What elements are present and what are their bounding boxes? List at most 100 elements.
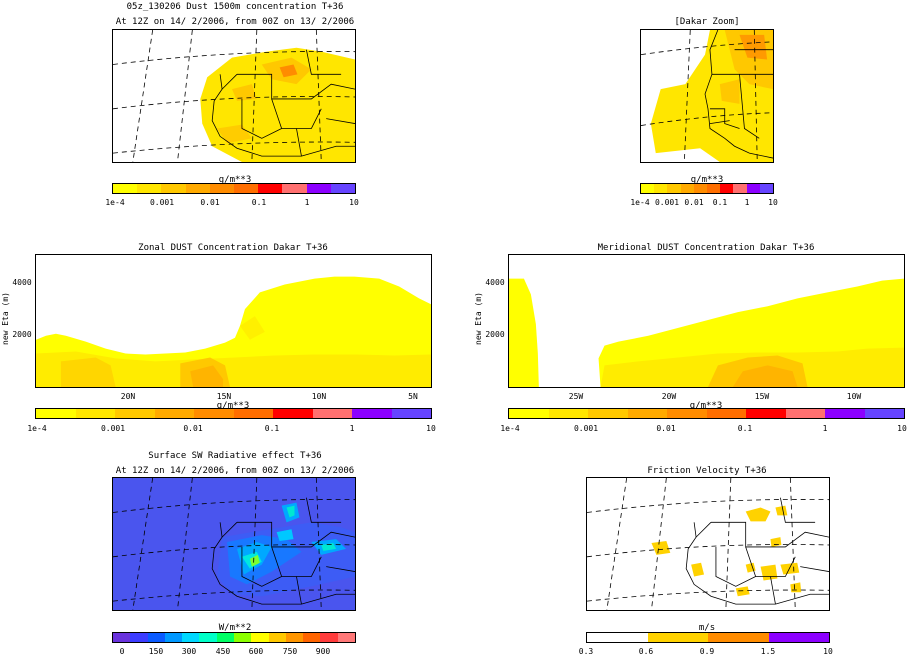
colorbar-segment — [233, 633, 252, 642]
colorbar-segment — [164, 633, 183, 642]
colorbar-segment — [36, 409, 76, 418]
graticule — [587, 478, 829, 610]
colorbar-segment — [199, 633, 217, 642]
panel1-subtitle: At 12Z on 14/ 2/2006, from 00Z on 13/ 2/… — [115, 17, 355, 27]
colorbar-segment — [352, 409, 392, 418]
country-borders — [685, 497, 829, 605]
colorbar-segment — [161, 184, 186, 193]
panel6-tick: 0.3 — [578, 647, 594, 656]
dust-high-region — [279, 64, 298, 78]
panel5-tick: 450 — [215, 647, 231, 656]
colorbar-segment — [707, 184, 721, 193]
panel5-colorbar — [112, 632, 356, 643]
panel2-title: [Dakar Zoom] — [674, 17, 740, 27]
panel1-tick: 1e-4 — [105, 198, 125, 207]
colorbar-segment — [693, 184, 708, 193]
panel4-cb-tick: 1e-4 — [500, 424, 520, 433]
panel1-tick: 10 — [349, 198, 359, 207]
panel4-ytick: 4000 — [485, 278, 505, 287]
panel3-cb-tick: 0.001 — [100, 424, 126, 433]
panel2-tick: 1e-4 — [630, 198, 650, 207]
panel5-tick: 750 — [282, 647, 298, 656]
colorbar-segment — [154, 409, 194, 418]
panel3-cb-tick: 0.01 — [183, 424, 203, 433]
panel1-tick: 0.01 — [200, 198, 220, 207]
colorbar-segment — [185, 184, 210, 193]
panel2-colorbar — [640, 183, 774, 194]
panel1-colorbar-label: g/m**3 — [218, 175, 252, 185]
colorbar-segment — [330, 184, 356, 193]
colorbar-segment — [768, 633, 799, 642]
panel5-tick: 150 — [148, 647, 164, 656]
panel1-tick: 0.001 — [149, 198, 175, 207]
panel3-cb-tick: 1 — [349, 424, 355, 433]
panel5-tick: 600 — [248, 647, 264, 656]
colorbar-segment — [667, 184, 681, 193]
panel3-xtick: 5N — [408, 392, 418, 401]
panel2-colorbar-label: g/m**3 — [690, 175, 724, 185]
colorbar-segment — [182, 633, 200, 642]
panel4-plot — [508, 254, 905, 388]
panel2-map — [640, 29, 774, 163]
panel3-ytick: 4000 — [12, 278, 32, 287]
colorbar-segment — [825, 409, 865, 418]
colorbar-segment — [641, 184, 655, 193]
colorbar-segment — [708, 633, 739, 642]
panel5-tick: 900 — [315, 647, 331, 656]
colorbar-segment — [306, 184, 331, 193]
colorbar-segment — [113, 184, 138, 193]
colorbar-segment — [759, 184, 774, 193]
panel4-colorbar — [508, 408, 905, 419]
panel4-xtick: 10W — [846, 392, 862, 401]
panel4-title: Meridional DUST Concentration Dakar T+36 — [597, 243, 815, 253]
colorbar-segment — [746, 409, 786, 418]
colorbar-segment — [130, 633, 148, 642]
colorbar-segment — [233, 409, 273, 418]
colorbar-segment — [216, 633, 234, 642]
colorbar-segment — [285, 633, 304, 642]
panel3-cb-tick: 10 — [426, 424, 436, 433]
colorbar-segment — [654, 184, 668, 193]
panel2-tick: 0.01 — [684, 198, 704, 207]
panel4-ytick: 2000 — [485, 330, 505, 339]
colorbar-segment — [548, 409, 588, 418]
colorbar-segment — [258, 184, 283, 193]
panel4-xtick: 15W — [754, 392, 770, 401]
colorbar-segment — [667, 409, 707, 418]
colorbar-segment — [337, 633, 355, 642]
colorbar-segment — [720, 184, 734, 193]
panel6-tick: 10 — [823, 647, 833, 656]
panel3-xtick: 20N — [120, 392, 136, 401]
panel3-plot — [35, 254, 432, 388]
panel3-colorbar-label: g/m**3 — [216, 401, 250, 411]
panel6-tick: 0.9 — [699, 647, 715, 656]
colorbar-segment — [864, 409, 904, 418]
colorbar-segment — [391, 409, 431, 418]
colorbar-segment — [312, 409, 352, 418]
panel1-colorbar — [112, 183, 356, 194]
colorbar-segment — [733, 184, 747, 193]
country-borders — [211, 497, 355, 605]
colorbar-segment — [798, 633, 829, 642]
panel4-cb-tick: 0.001 — [573, 424, 599, 433]
panel4-cb-tick: 0.01 — [656, 424, 676, 433]
colorbar-segment — [617, 633, 648, 642]
colorbar-segment — [320, 633, 338, 642]
colorbar-segment — [627, 409, 667, 418]
colorbar-segment — [251, 633, 269, 642]
ustar-patches — [651, 505, 802, 597]
panel2-tick: 0.001 — [654, 198, 680, 207]
panel5-subtitle: At 12Z on 14/ 2/2006, from 00Z on 13/ 2/… — [115, 466, 355, 476]
colorbar-segment — [738, 633, 769, 642]
panel1-tick: 0.1 — [251, 198, 267, 207]
graticule — [113, 478, 355, 610]
panel4-ylabel: new Eta (m) — [474, 292, 483, 345]
panel6-tick: 1.5 — [760, 647, 776, 656]
panel5-title: Surface SW Radiative effect T+36 — [148, 451, 322, 461]
colorbar-segment — [234, 184, 259, 193]
country-borders — [211, 49, 355, 157]
panel3-title: Zonal DUST Concentration Dakar T+36 — [138, 243, 328, 253]
panel5-colorbar-label: W/m**2 — [218, 623, 252, 633]
colorbar-segment — [137, 184, 162, 193]
panel4-colorbar-label: g/m**3 — [689, 401, 723, 411]
